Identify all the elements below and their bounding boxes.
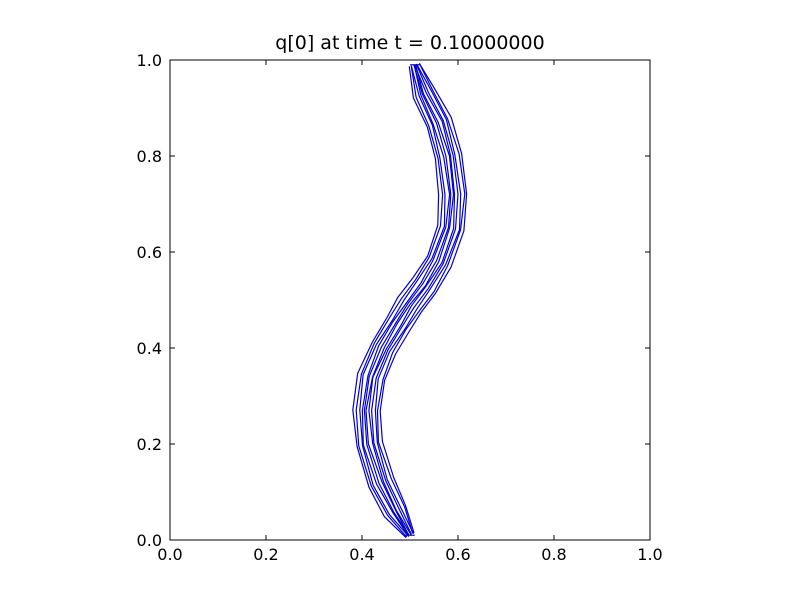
y-tick-label: 0.2: [137, 435, 162, 454]
plot-frame: [169, 59, 651, 541]
x-tick-label: 0.0: [157, 545, 182, 564]
contour-line: [374, 63, 462, 535]
contour-line: [368, 64, 456, 536]
contour-line: [355, 65, 444, 538]
contour-line: [371, 64, 459, 535]
x-tick-label: 0.8: [541, 545, 566, 564]
y-tick-label: 0.0: [137, 531, 162, 550]
y-tick-label: 0.8: [137, 147, 162, 166]
x-tick-label: 0.6: [445, 545, 470, 564]
contour-line: [379, 62, 468, 533]
contour-line: [359, 65, 446, 537]
x-tick-label: 0.2: [253, 545, 278, 564]
contour-line: [363, 64, 452, 536]
contour-line: [352, 66, 440, 539]
contour-line: [361, 65, 451, 537]
x-tick-label: 0.4: [349, 545, 374, 564]
contour-line: [365, 64, 455, 536]
y-tick-label: 1.0: [137, 51, 162, 70]
y-tick-label: 0.6: [137, 243, 162, 262]
contour-line: [376, 63, 466, 534]
axes: 0.0 0.2 0.4 0.6 0.8 1.0 0.0 0.2 0.4 0.6 0.8 1.0: [137, 51, 663, 564]
contour-lines: [352, 62, 468, 539]
x-tick-label: 1.0: [637, 545, 662, 564]
chart-title: q[0] at time t = 0.10000000: [275, 32, 544, 54]
y-tick-label: 0.4: [137, 339, 162, 358]
